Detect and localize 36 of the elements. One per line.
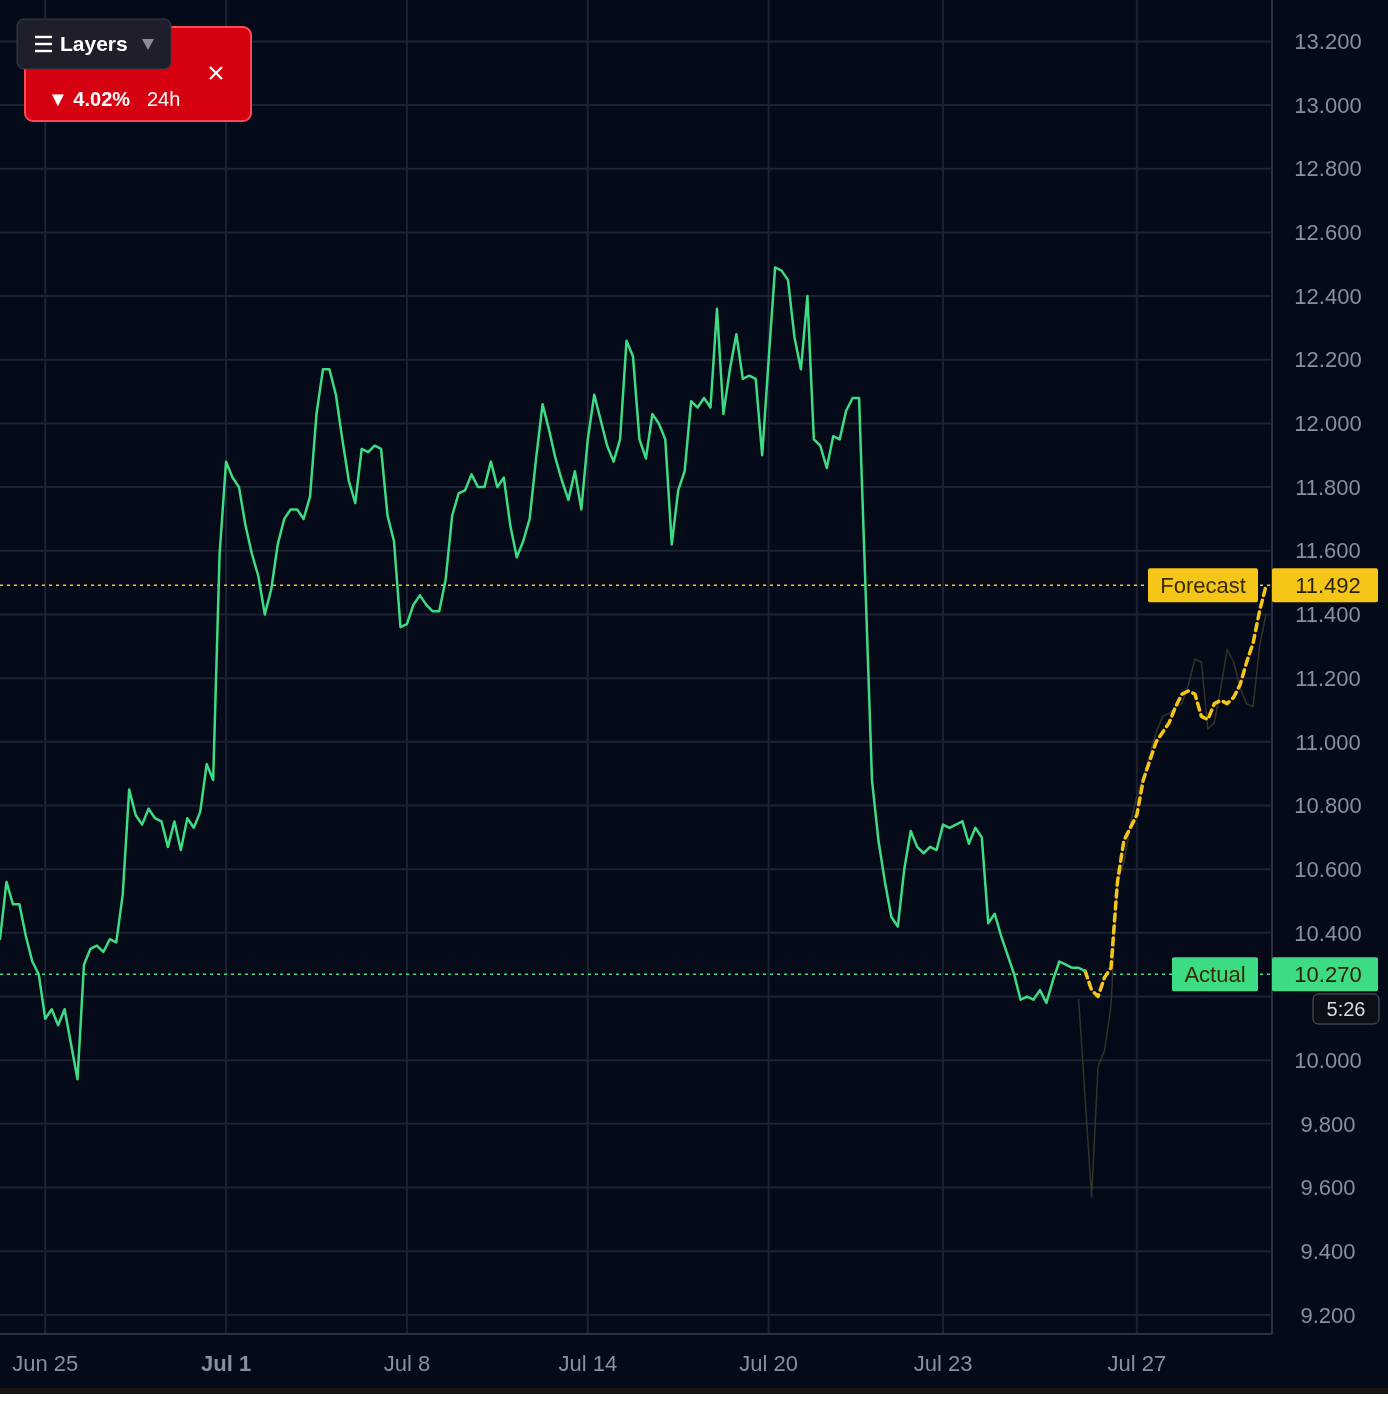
y-tick-label: 10.000 xyxy=(1294,1047,1362,1073)
y-tick-label: 12.800 xyxy=(1294,156,1362,182)
x-tick-label: Jul 8 xyxy=(383,1351,431,1376)
x-tick-label: Jul 27 xyxy=(1107,1351,1167,1376)
y-tick-label: 12.400 xyxy=(1294,283,1362,309)
annotation: ▼ 4.02% xyxy=(48,88,131,110)
line-series xyxy=(1077,613,1267,1198)
y-tick-label: 10.800 xyxy=(1294,793,1362,819)
y-tick-label: 10.600 xyxy=(1294,856,1362,882)
x-tick-label: Jul 23 xyxy=(913,1351,973,1376)
y-tick-label: 11.800 xyxy=(1295,474,1361,500)
ref-line-label: Actual xyxy=(1184,961,1246,987)
annotation: 24h xyxy=(147,88,181,110)
y-tick-label: 9.800 xyxy=(1300,1111,1356,1137)
y-tick-label: 13.000 xyxy=(1294,92,1362,118)
y-tick-label: 12.200 xyxy=(1294,347,1362,373)
y-tick-label: 11.600 xyxy=(1295,538,1361,564)
x-tick-label: Jun 25 xyxy=(12,1351,79,1376)
y-tick-label: 9.200 xyxy=(1300,1302,1356,1328)
y-tick-label: 10.400 xyxy=(1294,920,1362,946)
text: 11.492 xyxy=(1295,572,1361,598)
y-tick-label: 9.600 xyxy=(1300,1175,1356,1201)
text: 10.270 xyxy=(1294,961,1362,987)
x-tick-label: Jul 14 xyxy=(558,1351,618,1376)
annotation: Layers xyxy=(60,32,128,56)
text: 5:26 xyxy=(1326,998,1366,1020)
y-tick-label: 12.000 xyxy=(1294,411,1362,437)
y-tick-label: 11.200 xyxy=(1295,665,1361,691)
y-tick-label: 11.400 xyxy=(1295,602,1361,628)
y-tick-label: 13.200 xyxy=(1294,29,1362,55)
x-tick-label: Jul 1 xyxy=(201,1351,252,1376)
y-tick-label: 11.000 xyxy=(1295,729,1361,755)
ref-line-label: Forecast xyxy=(1160,572,1246,598)
x-tick-label: Jul 20 xyxy=(739,1351,798,1376)
y-tick-label: 9.400 xyxy=(1300,1238,1356,1264)
y-tick-label: 12.600 xyxy=(1294,220,1362,246)
